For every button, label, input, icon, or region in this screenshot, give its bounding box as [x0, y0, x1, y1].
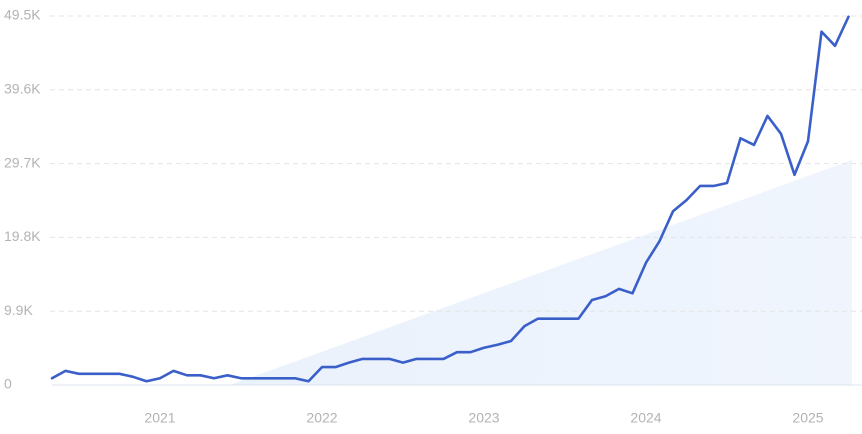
- x-tick-label: 2024: [630, 410, 661, 426]
- x-tick-label: 2021: [144, 410, 175, 426]
- x-tick-label: 2022: [306, 410, 337, 426]
- x-tick-label: 2023: [468, 410, 499, 426]
- y-tick-label: 49.5K: [4, 7, 41, 23]
- y-tick-label: 0: [4, 376, 12, 392]
- y-tick-label: 39.6K: [4, 81, 41, 97]
- y-tick-label: 19.8K: [4, 228, 41, 244]
- x-tick-label: 2025: [792, 410, 823, 426]
- y-tick-label: 9.9K: [4, 302, 33, 318]
- trend-shading: [230, 160, 852, 385]
- y-tick-label: 29.7K: [4, 154, 41, 170]
- data-line: [50, 15, 850, 383]
